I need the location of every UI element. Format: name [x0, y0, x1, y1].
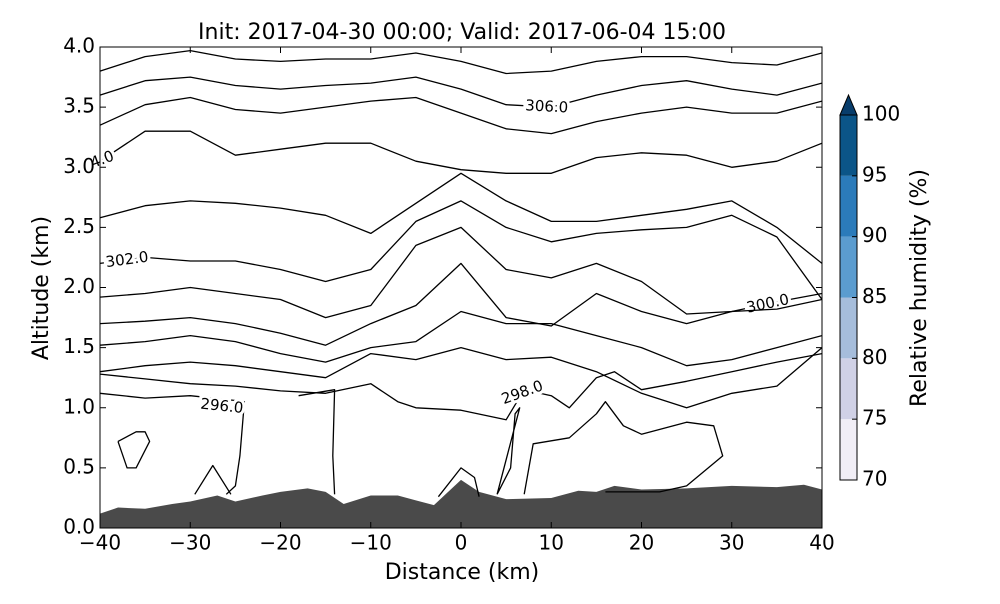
- colorbar-bin: [840, 358, 857, 420]
- contour-line: [437, 467, 480, 498]
- colorbar-bin: [840, 115, 857, 176]
- x-tick-label: −30: [169, 531, 211, 555]
- contour-label: 298.0: [499, 376, 546, 408]
- colorbar-tick-label: 70: [862, 467, 887, 491]
- chart-title: Init: 2017-04-30 00:00; Valid: 2017-06-0…: [198, 20, 726, 45]
- contour-line: [194, 464, 232, 495]
- colorbar-bin: [840, 236, 857, 298]
- colorbar-label: Relative humidity (%): [907, 169, 932, 407]
- colorbar-bin: [840, 297, 857, 359]
- contour-line: [99, 226, 822, 319]
- y-tick-label: 0.0: [63, 515, 95, 539]
- colorbar-tick-label: 90: [862, 223, 887, 247]
- contour-label: 296.0: [200, 395, 245, 417]
- contour-line: [99, 200, 822, 300]
- y-tick-label: 1.0: [63, 394, 95, 418]
- y-tick-label: 1.5: [63, 334, 95, 358]
- contour-line: [117, 431, 151, 469]
- contour-line: [99, 346, 822, 409]
- contour-line: [99, 392, 246, 495]
- y-tick-label: 3.5: [63, 94, 95, 118]
- terrain: [100, 479, 822, 528]
- colorbar-tick-label: 100: [862, 102, 900, 126]
- x-tick-label: 30: [719, 531, 744, 555]
- contour-line: [99, 310, 822, 367]
- x-axis-label: Distance (km): [385, 560, 540, 585]
- contour-line: [99, 76, 822, 108]
- colorbar-bin: [840, 419, 857, 480]
- y-tick-label: 4.0: [63, 34, 95, 58]
- contour-line: [99, 262, 822, 346]
- colorbar-tick-label: 85: [862, 284, 887, 308]
- x-tick-label: −40: [79, 531, 121, 555]
- contour-line: [99, 49, 822, 75]
- y-axis-label: Altitude (km): [29, 216, 54, 360]
- contour-label: 306.0: [525, 96, 569, 116]
- colorbar-bin: [840, 175, 857, 237]
- contour-line: [523, 401, 724, 495]
- contour-label: 300.0: [745, 290, 791, 317]
- x-tick-label: −20: [259, 531, 301, 555]
- contour-line: [298, 389, 336, 495]
- contour-line: [496, 407, 521, 495]
- y-tick-label: 3.0: [63, 154, 95, 178]
- contour-line: [99, 130, 822, 174]
- x-tick-label: 20: [629, 531, 654, 555]
- x-tick-label: 10: [539, 531, 564, 555]
- contour-line: [99, 172, 822, 264]
- y-tick-label: 0.5: [63, 454, 95, 478]
- colorbar-tick-label: 75: [862, 406, 887, 430]
- x-tick-label: 40: [809, 531, 834, 555]
- contour-label: 302.0: [105, 248, 150, 272]
- x-tick-label: −10: [350, 531, 392, 555]
- colorbar-tick-label: 80: [862, 345, 887, 369]
- x-tick-label: 0: [455, 531, 468, 555]
- contour-line: [99, 96, 822, 135]
- colorbar-tick-label: 95: [862, 162, 887, 186]
- y-tick-label: 2.0: [63, 274, 95, 298]
- y-tick-label: 2.5: [63, 214, 95, 238]
- plot-frame: [99, 46, 823, 529]
- contour-line: [99, 352, 822, 421]
- colorbar-extend: [839, 93, 858, 116]
